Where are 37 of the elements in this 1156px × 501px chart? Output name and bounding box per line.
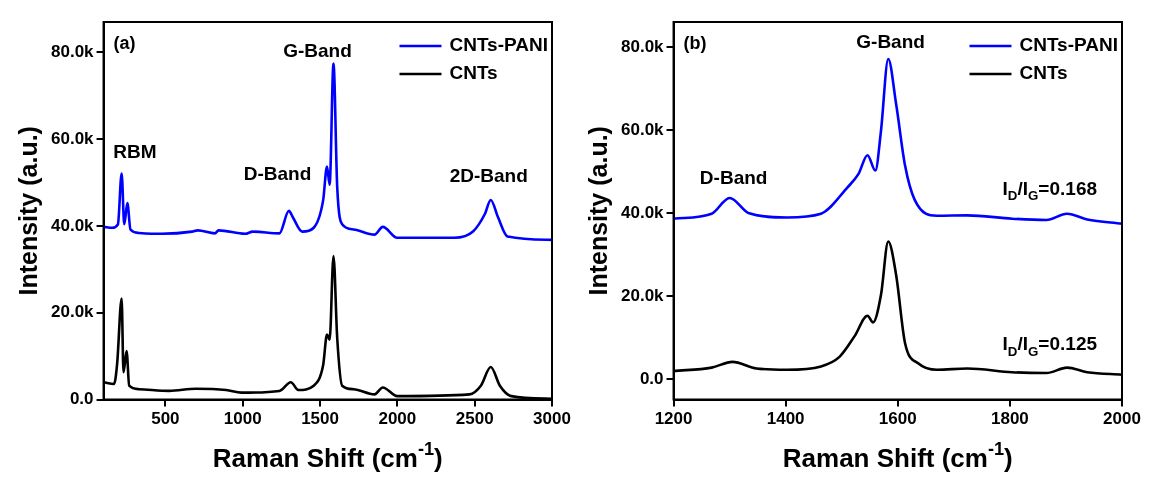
annotation: (b) (683, 32, 707, 53)
legend-label: CNTs-PANI (449, 34, 549, 56)
y-tick-label: 0.0 (639, 368, 664, 388)
line-series (103, 62, 552, 242)
x-tick-label: 1800 (990, 409, 1029, 429)
annotation: D-Band (243, 163, 312, 185)
y-axis-title: Intensity (a.u.) (583, 126, 612, 296)
line-series (673, 57, 1122, 225)
y-tick-label: 60.0k (620, 119, 665, 139)
legend-label: CNTs (449, 62, 498, 84)
x-tick-label: 2500 (455, 409, 494, 429)
y-tick-label: 60.0k (50, 128, 95, 148)
x-tick-label: 1000 (223, 409, 262, 429)
y-tick-label: 0.0 (69, 389, 94, 409)
x-tick-label: 3000 (533, 409, 571, 429)
annotation: G-Band (856, 31, 925, 52)
y-tick-label: 20.0k (50, 302, 95, 322)
annotation: (a) (113, 32, 136, 53)
y-tick-label: 40.0k (50, 215, 95, 235)
y-tick-label: 40.0k (620, 202, 665, 222)
y-tick-label: 20.0k (620, 285, 665, 305)
annotation: D-Band (699, 167, 768, 189)
x-tick-label: 500 (151, 409, 180, 429)
x-tick-label: 1400 (766, 409, 805, 429)
annotation: RBM (113, 140, 157, 162)
annotation: 2D-Band (449, 164, 528, 186)
y-tick-label: 80.0k (620, 36, 665, 56)
x-tick-label: 1200 (654, 409, 693, 429)
annotation: G-Band (283, 40, 352, 62)
x-tick-label: 1500 (301, 409, 339, 429)
legend-label: CNTs (1019, 62, 1068, 84)
y-axis-title: Intensity (a.u.) (13, 126, 42, 296)
x-tick-label: 2000 (378, 409, 417, 429)
x-tick-label: 1600 (878, 409, 917, 429)
y-tick-label: 80.0k (50, 42, 95, 62)
x-tick-label: 2000 (1103, 409, 1141, 429)
legend-label: CNTs-PANI (1019, 34, 1119, 56)
